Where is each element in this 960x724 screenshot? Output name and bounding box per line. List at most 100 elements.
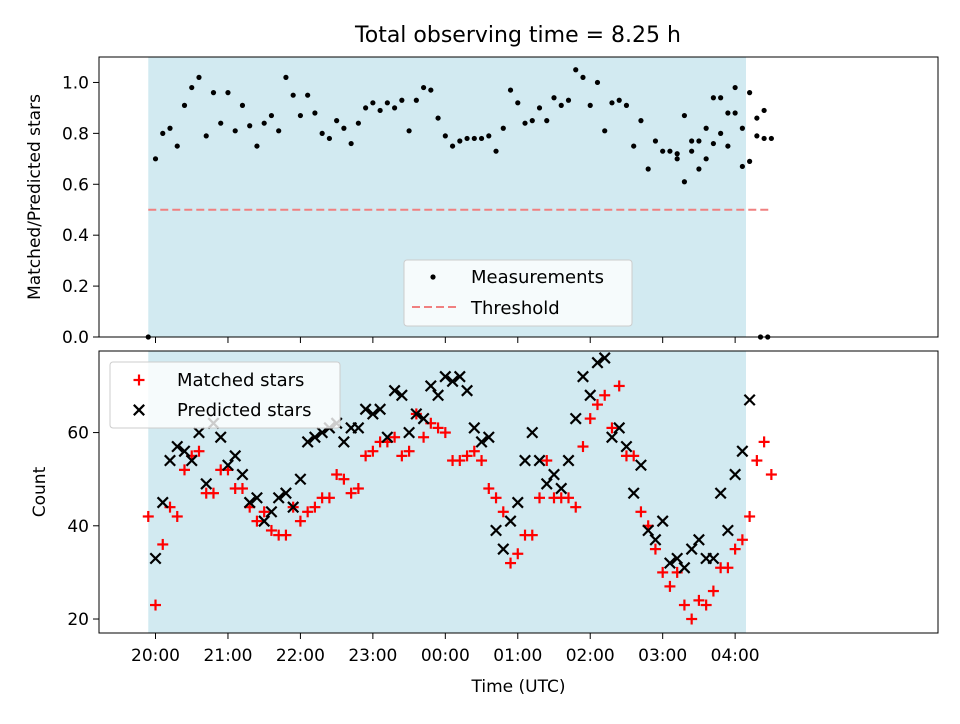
matched-star-point: [606, 422, 618, 434]
measurement-point: [696, 166, 702, 172]
measurement-point: [761, 107, 767, 114]
measurement-point: [152, 156, 159, 162]
measurement-point: [710, 95, 716, 101]
measurement-point: [377, 107, 383, 114]
legend-label: Measurements: [471, 267, 604, 288]
measurement-point: [609, 100, 615, 106]
bottom-legend: Matched stars Predicted stars: [109, 361, 341, 429]
y-tick-label: 0.2: [62, 277, 89, 297]
matched-star-point: [454, 455, 466, 467]
matched-star-point: [490, 492, 502, 504]
matched-star-point: [744, 510, 756, 522]
predicted-star-point: [200, 477, 213, 490]
y-tick-label: 0.0: [62, 328, 89, 348]
predicted-star-point: [663, 557, 676, 570]
measurement-point: [739, 163, 745, 170]
measurement-point: [384, 100, 390, 106]
measurement-point: [363, 105, 369, 111]
measurement-point: [667, 148, 673, 154]
predicted-star-point: [374, 403, 387, 416]
matched-star-point: [251, 515, 263, 527]
predicted-star-point: [497, 543, 510, 556]
matched-star-point: [331, 469, 343, 481]
matched-star-point: [613, 380, 625, 392]
measurement-point: [689, 138, 695, 144]
measurement-point: [283, 74, 289, 80]
legend-label: Matched stars: [177, 370, 304, 391]
measurement-point: [218, 120, 224, 126]
predicted-star-point: [685, 543, 698, 556]
x-tick-label: 20:00: [131, 646, 180, 666]
measurement-point: [413, 97, 419, 103]
matched-star-point: [403, 445, 415, 457]
measurement-point: [500, 125, 506, 131]
measurement-point: [341, 125, 347, 131]
measurement-point: [493, 148, 499, 154]
matched-star-point: [758, 436, 770, 448]
matched-stars-series: [142, 380, 777, 625]
matched-star-point: [150, 599, 162, 611]
matched-star-point: [439, 427, 451, 439]
predicted-star-point: [605, 431, 618, 444]
matched-star-point: [649, 543, 661, 555]
predicted-star-point: [453, 370, 466, 383]
measurement-point: [486, 133, 492, 139]
predicted-star-point: [555, 482, 568, 495]
measurement-point: [334, 118, 340, 124]
matched-star-point: [389, 431, 401, 443]
predicted-star-point: [736, 445, 749, 458]
measurement-point: [261, 120, 267, 126]
x-tick-label: 23:00: [348, 646, 397, 666]
matched-star-point: [236, 483, 248, 495]
matched-star-point: [461, 450, 473, 462]
predicted-star-point: [475, 435, 488, 448]
predicted-star-point: [461, 384, 474, 397]
measurement-point: [725, 110, 731, 116]
measurement-point: [732, 110, 738, 116]
predicted-star-point: [410, 407, 423, 420]
predicted-star-point: [692, 533, 705, 546]
measurement-point: [754, 115, 760, 121]
predicted-star-point: [164, 454, 176, 467]
matched-star-point: [396, 450, 408, 462]
measurement-point: [174, 143, 180, 149]
y-tick-label: 40: [67, 517, 89, 537]
figure-title: Total observing time = 8.25 h: [354, 23, 681, 48]
matched-star-point: [686, 613, 698, 625]
measurement-point: [276, 128, 282, 134]
y-tick-label: 0.8: [62, 124, 89, 144]
matched-star-point: [171, 510, 183, 522]
y-tick-label: 60: [67, 424, 89, 444]
top-x-ticks: [155, 337, 736, 343]
matched-star-point: [193, 445, 205, 457]
measurement-point: [587, 102, 593, 108]
matched-star-point: [534, 492, 546, 504]
matched-star-point: [142, 510, 154, 522]
predicted-star-point: [279, 487, 292, 500]
measurement-point: [660, 148, 666, 154]
measurement-point: [623, 102, 630, 108]
measurement-point: [435, 115, 441, 121]
measurement-point: [747, 158, 753, 164]
bottom-y-axis-label: Count: [30, 466, 50, 517]
measurement-point: [160, 130, 166, 136]
measurement-point: [565, 97, 572, 103]
measurement-point: [522, 120, 528, 126]
measurement-point: [529, 118, 535, 124]
predicted-star-point: [381, 431, 394, 444]
predicted-star-point: [287, 501, 300, 514]
measurement-point: [203, 133, 209, 139]
matched-star-point: [367, 445, 379, 457]
measurement-point: [681, 112, 688, 119]
predicted-star-point: [432, 389, 445, 402]
predicted-star-point: [729, 468, 742, 481]
measurement-point: [594, 79, 601, 86]
predicted-star-point: [250, 491, 263, 504]
measurement-point: [710, 140, 716, 147]
legend-box: [403, 259, 633, 327]
bottom-axes-frame: [98, 350, 939, 634]
matched-star-point: [628, 450, 640, 462]
legend-dot-icon: [430, 274, 436, 280]
measurement-point: [457, 138, 463, 144]
predicted-star-point: [511, 496, 524, 509]
